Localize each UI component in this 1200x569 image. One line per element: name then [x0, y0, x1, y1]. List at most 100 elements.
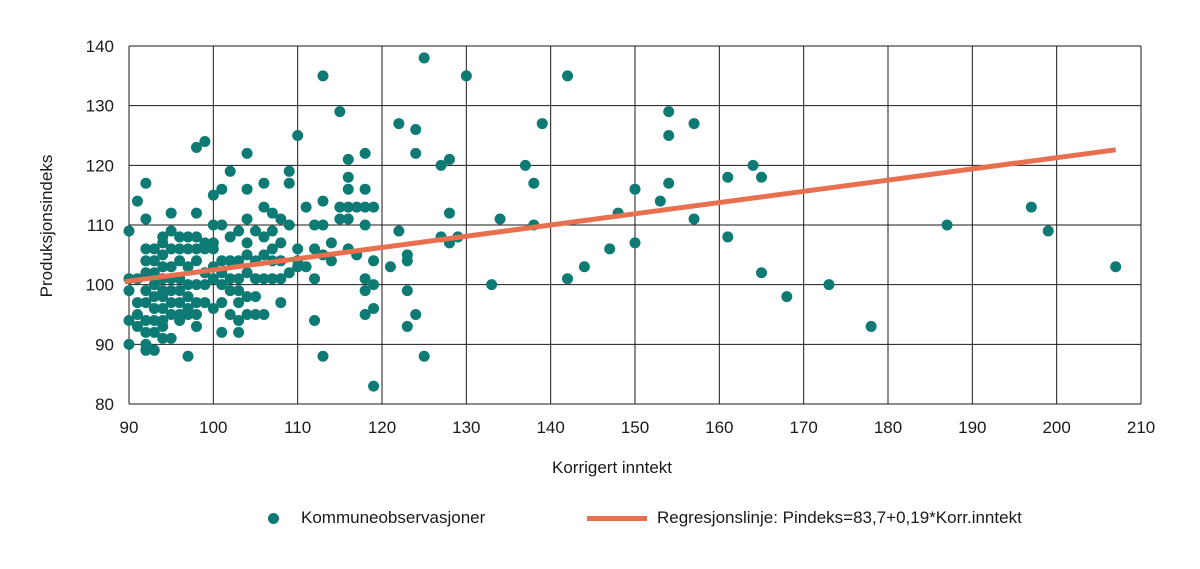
data-point — [182, 261, 194, 273]
scatter-points — [123, 52, 1122, 392]
grid — [128, 45, 1142, 405]
data-point — [148, 291, 160, 303]
data-point — [131, 320, 143, 332]
data-point — [157, 291, 169, 303]
data-point — [165, 207, 177, 219]
data-point — [401, 320, 413, 332]
data-point — [368, 201, 380, 213]
data-point — [123, 314, 135, 326]
x-axis-title: Korrigert inntekt — [552, 458, 672, 477]
data-point — [393, 118, 405, 130]
legend-label-observations: Kommuneobservasjoner — [301, 508, 486, 527]
data-point — [241, 213, 253, 225]
data-point — [258, 249, 270, 261]
x-tick-label: 110 — [284, 418, 311, 437]
legend-label-regression: Regresjonslinje: Pindeks=83,7+0,19*Korr.… — [657, 508, 1022, 527]
data-point — [486, 279, 498, 291]
data-point — [1025, 201, 1037, 213]
data-point — [190, 243, 202, 255]
data-point — [207, 189, 219, 201]
data-point — [157, 237, 169, 249]
data-point — [359, 183, 371, 195]
x-tick-label: 190 — [958, 418, 986, 437]
data-point — [216, 183, 228, 195]
regression-line-layer — [124, 147, 1117, 285]
data-point — [250, 309, 261, 320]
data-point — [140, 285, 152, 297]
data-point — [258, 309, 270, 320]
data-point — [165, 261, 177, 273]
data-point — [460, 70, 472, 82]
data-point — [131, 309, 143, 320]
data-point — [562, 273, 574, 285]
data-point — [941, 219, 953, 231]
data-point — [241, 291, 253, 303]
data-point — [722, 231, 734, 243]
data-point — [266, 207, 278, 219]
data-point — [266, 225, 278, 237]
data-point — [562, 70, 574, 82]
data-point — [140, 267, 152, 279]
data-point — [165, 309, 177, 320]
data-point — [157, 261, 169, 273]
data-point — [266, 243, 278, 255]
data-point — [190, 309, 202, 320]
data-point — [140, 213, 152, 225]
data-point — [250, 225, 261, 237]
data-point — [148, 303, 160, 315]
data-point — [309, 314, 321, 326]
data-point — [275, 237, 287, 249]
data-point — [309, 273, 321, 285]
data-point — [157, 249, 169, 261]
data-point — [224, 231, 236, 243]
data-point — [157, 303, 169, 315]
data-point — [131, 195, 143, 207]
data-point — [663, 130, 675, 141]
data-point — [266, 273, 278, 285]
data-point — [148, 344, 160, 356]
data-point — [292, 243, 304, 255]
data-point — [190, 207, 202, 219]
data-point — [233, 314, 245, 326]
data-point — [359, 285, 371, 297]
data-point — [182, 350, 194, 362]
x-tick-label: 100 — [199, 418, 227, 437]
scatter-chart: 90 100 110 120 130 140 150 160 170 180 190 200 210 80… — [37, 37, 1155, 477]
data-point — [325, 237, 337, 249]
data-point — [334, 201, 346, 213]
data-point — [258, 177, 270, 189]
legend-item-observations: Kommuneobservasjoner — [268, 508, 485, 528]
data-point — [663, 177, 675, 189]
data-point — [233, 255, 245, 267]
data-point — [317, 219, 329, 231]
data-point — [342, 213, 354, 225]
data-point — [663, 106, 675, 118]
data-point — [334, 106, 346, 118]
data-point — [190, 279, 202, 291]
data-point — [275, 213, 287, 225]
data-point — [241, 309, 253, 320]
regression-line — [124, 147, 1117, 285]
data-point — [165, 297, 177, 309]
data-point — [216, 297, 228, 309]
data-point — [140, 344, 152, 356]
x-tick-label: 90 — [120, 418, 139, 437]
data-point — [688, 213, 700, 225]
data-point — [1042, 225, 1054, 237]
data-point — [250, 291, 261, 303]
data-point — [384, 261, 396, 273]
data-point — [148, 326, 160, 338]
data-point — [241, 147, 253, 159]
data-point — [309, 219, 321, 231]
data-point — [325, 255, 337, 267]
data-point — [317, 350, 329, 362]
x-tick-label: 180 — [874, 418, 902, 437]
data-point — [224, 273, 236, 285]
data-point — [216, 255, 228, 267]
data-point — [224, 165, 236, 177]
data-point — [722, 171, 734, 183]
data-point — [199, 297, 211, 309]
data-point — [224, 285, 236, 297]
data-point — [190, 297, 202, 309]
data-point — [393, 225, 405, 237]
